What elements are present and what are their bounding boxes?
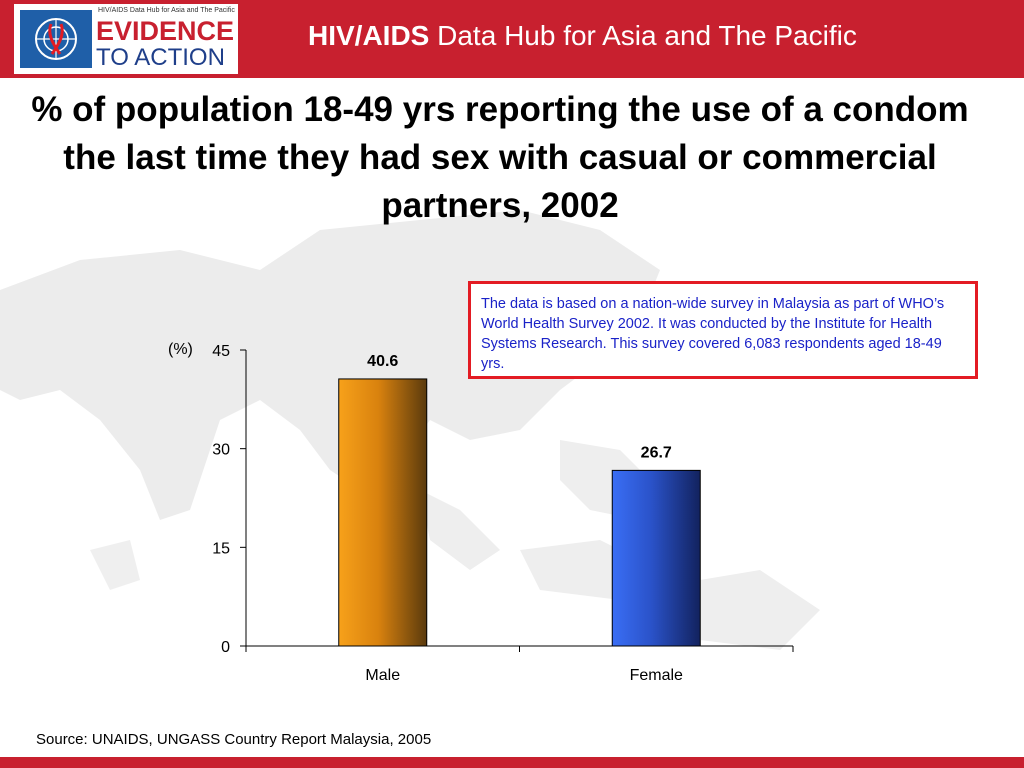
y-tick-label: 30 [212, 442, 230, 459]
x-category-label: Female [630, 667, 683, 684]
logo-evidence-text: EVIDENCE [96, 16, 235, 46]
logo-action-text: TO ACTION [96, 44, 225, 71]
data-label-male: 40.6 [367, 353, 398, 370]
y-tick-label: 45 [212, 343, 230, 360]
header-title-bold: HIV/AIDS [308, 20, 430, 51]
chart-title: % of population 18-49 yrs reporting the … [31, 90, 969, 225]
logo-small-text: HIV/AIDS Data Hub for Asia and The Pacif… [98, 7, 235, 14]
evidence-to-action-logo: HIV/AIDS Data Hub for Asia and The Pacif… [14, 4, 238, 74]
survey-note-box: The data is based on a nation-wide surve… [468, 281, 978, 379]
source-note: Source: UNAIDS, UNGASS Country Report Ma… [36, 731, 432, 748]
header-bar: HIV/AIDS Data Hub for Asia and The Pacif… [0, 0, 1024, 78]
header-title: HIV/AIDS Data Hub for Asia and The Pacif… [308, 20, 857, 52]
header-title-rest: Data Hub for Asia and The Pacific [429, 20, 857, 51]
bar-female [611, 469, 701, 647]
bar-male [338, 378, 428, 647]
data-label-female: 26.7 [641, 444, 672, 461]
y-tick-label: 15 [212, 540, 230, 557]
footer-bar [0, 757, 1024, 768]
y-tick-label: 0 [221, 639, 230, 656]
un-emblem-icon [20, 10, 92, 68]
y-axis-unit-label: (%) [168, 341, 193, 358]
x-category-label: Male [365, 667, 400, 684]
